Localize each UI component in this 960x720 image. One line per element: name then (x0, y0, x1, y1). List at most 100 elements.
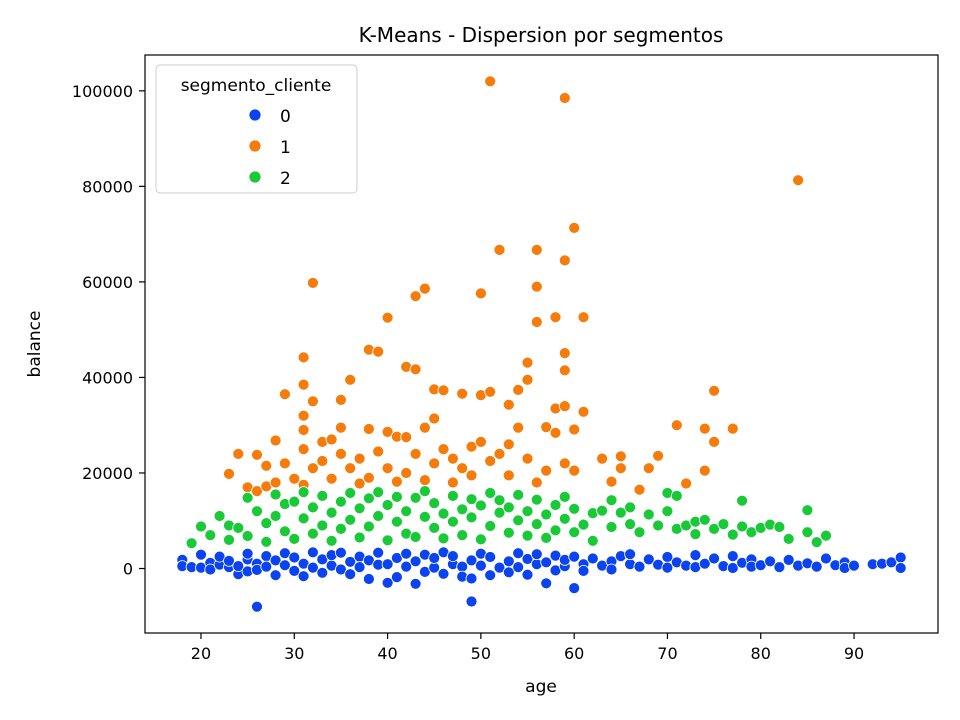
data-point (502, 501, 515, 514)
series-1 (223, 75, 804, 498)
data-point (493, 447, 506, 460)
data-point (297, 443, 310, 456)
data-point (381, 576, 394, 589)
data-point (456, 529, 469, 541)
data-point (381, 462, 394, 475)
data-point (213, 510, 226, 522)
data-point (297, 486, 310, 499)
data-point (269, 554, 282, 567)
data-point (251, 485, 263, 498)
chart-title: K-Means - Dispersion por segmentos (359, 23, 724, 47)
data-point (894, 551, 907, 564)
data-point (698, 513, 711, 526)
data-point (418, 474, 431, 487)
data-point (400, 560, 413, 573)
data-point (372, 510, 385, 522)
data-point (288, 472, 301, 485)
data-point (381, 311, 394, 324)
data-point (502, 469, 515, 482)
data-point (530, 243, 543, 256)
data-point (297, 424, 310, 436)
x-tick-label: 30 (284, 644, 304, 663)
data-point (568, 423, 581, 436)
data-point (428, 412, 441, 425)
data-point (596, 452, 608, 465)
data-point (698, 422, 711, 435)
data-point (484, 455, 497, 467)
data-point (372, 345, 385, 358)
data-point (437, 532, 450, 545)
data-point (362, 471, 375, 484)
data-point (633, 526, 646, 539)
data-point (586, 552, 599, 565)
data-point (708, 523, 720, 535)
y-axis: 0 20000 40000 60000 80000 100000 (72, 82, 145, 579)
data-point (306, 462, 319, 475)
legend-box (155, 64, 358, 194)
data-point (708, 552, 720, 565)
data-point (446, 550, 459, 562)
data-point (484, 75, 497, 88)
data-point (493, 561, 506, 574)
data-point (773, 561, 786, 573)
data-point (372, 546, 385, 559)
data-point (334, 393, 347, 406)
data-point (484, 520, 497, 532)
data-point (418, 511, 431, 523)
data-point (633, 483, 646, 496)
data-point (409, 555, 422, 568)
data-point (306, 395, 319, 408)
data-point (251, 600, 263, 613)
data-point (465, 595, 478, 608)
data-point (689, 549, 702, 561)
data-point (297, 570, 310, 583)
data-point (353, 452, 366, 465)
data-point (437, 507, 450, 520)
y-tick-label: 20000 (82, 464, 133, 483)
data-point (558, 347, 571, 360)
data-point (446, 515, 459, 528)
data-point (642, 462, 655, 475)
legend-label-0: 0 (280, 107, 291, 127)
data-point (390, 475, 403, 488)
y-tick-label: 60000 (82, 273, 133, 292)
data-point (316, 519, 329, 532)
data-point (801, 526, 814, 539)
data-point (502, 566, 515, 579)
data-point (390, 490, 403, 503)
data-point (400, 467, 413, 479)
data-point (297, 351, 310, 364)
y-tick-label: 40000 (82, 368, 133, 387)
legend: segmento_cliente 0 1 2 (155, 64, 358, 194)
data-point (474, 559, 487, 572)
data-point (316, 566, 329, 579)
data-point (362, 573, 375, 585)
data-point (316, 489, 329, 502)
data-point (633, 560, 646, 573)
data-point (540, 508, 553, 521)
data-point (400, 431, 413, 444)
data-point (372, 486, 385, 499)
data-point (530, 476, 543, 489)
data-point (568, 221, 581, 234)
data-point (652, 449, 664, 462)
data-point (540, 532, 553, 544)
data-point (381, 425, 394, 438)
data-point (278, 525, 291, 538)
data-point (465, 511, 478, 524)
series-2 (185, 485, 832, 550)
data-point (344, 487, 357, 499)
data-point (334, 421, 347, 434)
data-point (334, 563, 347, 576)
data-point (521, 452, 534, 465)
data-point (428, 497, 441, 510)
data-point (652, 519, 664, 532)
data-point (297, 378, 310, 391)
data-point (568, 550, 581, 563)
data-point (484, 569, 497, 582)
plot-frame (144, 54, 939, 634)
data-point (297, 409, 310, 422)
data-point (288, 565, 301, 577)
data-point (484, 487, 497, 499)
